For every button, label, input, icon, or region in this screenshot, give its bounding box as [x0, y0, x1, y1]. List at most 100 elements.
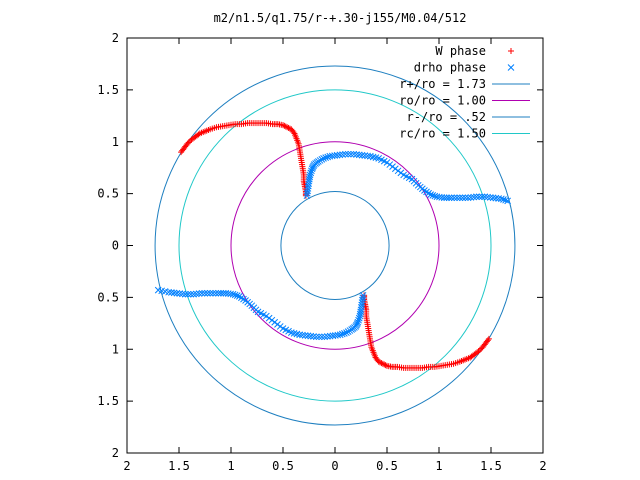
- point: [206, 289, 214, 297]
- y-tick-label: 2: [112, 31, 119, 45]
- point: [341, 329, 348, 337]
- point: [342, 150, 349, 158]
- point: [445, 194, 453, 202]
- point: [378, 360, 385, 367]
- point: [281, 122, 288, 129]
- point: [456, 194, 464, 202]
- point: [176, 290, 184, 297]
- legend-item: drho phase: [414, 61, 515, 75]
- point: [302, 192, 309, 199]
- series-0: [178, 120, 492, 371]
- point: [307, 169, 315, 177]
- x-tick-label: 1.5: [480, 459, 502, 473]
- point: [308, 167, 315, 175]
- point: [324, 333, 331, 340]
- point: [307, 332, 315, 340]
- point: [204, 289, 211, 297]
- legend-label: W phase: [435, 44, 486, 58]
- point: [322, 154, 329, 162]
- point: [282, 123, 289, 130]
- point: [381, 361, 388, 368]
- point: [467, 194, 475, 201]
- point: [306, 173, 314, 181]
- point: [350, 150, 358, 158]
- point: [312, 333, 320, 341]
- point: [500, 196, 507, 203]
- point: [486, 194, 494, 201]
- point: [473, 193, 480, 201]
- legend-item: W phase: [435, 44, 514, 58]
- y-tick-label: 1: [112, 342, 119, 356]
- x-tick-label: 1: [227, 459, 234, 473]
- point: [195, 131, 202, 138]
- point: [358, 151, 366, 159]
- point: [504, 197, 511, 205]
- point: [502, 196, 509, 204]
- point: [310, 333, 317, 340]
- point: [339, 151, 346, 158]
- point: [478, 193, 486, 201]
- point: [364, 152, 371, 160]
- point: [461, 194, 469, 202]
- reference-circles: [154, 65, 516, 426]
- x-tick-label: 2: [539, 459, 546, 473]
- point: [173, 289, 181, 297]
- point: [284, 124, 291, 131]
- x-tick-label: 1: [435, 459, 442, 473]
- point: [478, 345, 485, 352]
- point: [373, 355, 380, 362]
- point: [343, 329, 350, 337]
- point: [355, 314, 363, 322]
- series-1: [154, 150, 511, 341]
- point: [306, 171, 314, 179]
- point: [154, 286, 162, 294]
- point: [382, 362, 389, 369]
- point: [179, 290, 186, 298]
- circle-3: [178, 89, 492, 402]
- legend: W phase drho phase r+/ro = 1.73 ro/ro = 1.0…: [399, 44, 530, 141]
- chart-title: m2/n1.5/q1.75/r-+.30-j155/M0.04/512: [214, 11, 467, 25]
- y-tick-label: 1.5: [97, 394, 119, 408]
- point: [192, 290, 200, 298]
- point: [470, 193, 478, 201]
- x-tick-label: 2: [123, 459, 130, 473]
- legend-item: r-/ro = .52: [407, 110, 530, 124]
- point: [361, 292, 368, 299]
- point: [290, 129, 297, 136]
- y-tick-label: 1.5: [97, 83, 119, 97]
- point: [336, 151, 344, 159]
- y-tick-label: 1: [112, 135, 119, 149]
- point: [280, 122, 286, 129]
- legend-label: r+/ro = 1.73: [399, 77, 486, 91]
- point: [492, 194, 500, 202]
- point: [301, 332, 309, 339]
- point: [198, 289, 206, 297]
- point: [464, 194, 472, 202]
- point: [468, 353, 475, 360]
- point: [353, 151, 360, 158]
- point: [217, 289, 225, 297]
- point: [181, 290, 189, 298]
- point: [443, 194, 450, 202]
- point: [355, 151, 363, 159]
- circle-0: [154, 65, 516, 426]
- point: [384, 362, 390, 369]
- legend-label: ro/ro = 1.00: [399, 94, 486, 108]
- point: [315, 333, 323, 341]
- point: [184, 140, 191, 147]
- point: [285, 124, 292, 131]
- legend-label: drho phase: [414, 61, 486, 75]
- point: [355, 316, 362, 324]
- x-tick-label: 0: [331, 459, 338, 473]
- point: [475, 193, 483, 201]
- point: [299, 331, 306, 339]
- point: [321, 333, 328, 341]
- x-tick-label: 0.5: [376, 459, 398, 473]
- point: [168, 289, 175, 296]
- point: [356, 310, 364, 318]
- point: [222, 289, 230, 297]
- point: [215, 289, 222, 297]
- point: [184, 290, 192, 298]
- point: [498, 195, 505, 203]
